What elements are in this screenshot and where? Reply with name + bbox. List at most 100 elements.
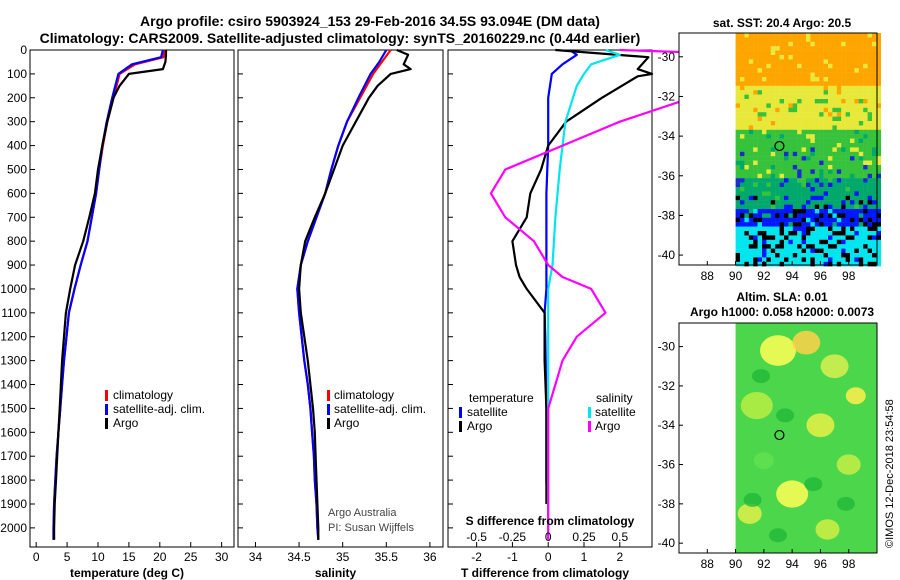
sst_map-cell	[744, 253, 749, 258]
sst_map-cell	[766, 182, 771, 188]
sst_map-cell	[836, 235, 842, 240]
sst_map-cell	[832, 261, 837, 267]
sst_map-cell	[858, 77, 864, 82]
sst_map-cell	[832, 103, 837, 108]
sst_map-cell	[876, 63, 881, 69]
sst_map-cell	[740, 103, 745, 108]
sst_map-cell	[872, 213, 877, 218]
sst_map-cell	[828, 169, 833, 174]
sst_map-cell	[819, 81, 824, 86]
sst_map-cell	[757, 191, 763, 196]
sst_map-cell	[788, 125, 793, 130]
sst_map-cell	[753, 116, 758, 122]
sst_map-cell	[814, 72, 820, 78]
sst_map-cell	[828, 178, 833, 183]
sst_map-cell	[744, 63, 749, 69]
sst_map-cell	[814, 77, 820, 82]
sst_map-cell	[784, 182, 789, 188]
sst_map-cell	[828, 134, 833, 139]
sst_map-cell	[872, 41, 877, 47]
sla_map-ytick-label: -40	[658, 536, 676, 550]
sst_map-cell	[744, 90, 749, 95]
sst_map-cell	[735, 59, 741, 64]
sst_map-cell	[810, 107, 815, 113]
sst_map-cell	[775, 195, 780, 201]
sst_map-cell	[819, 253, 824, 258]
credit-line1: Argo Australia	[328, 507, 397, 519]
sst_map-cell	[823, 46, 829, 51]
sst_map-cell	[748, 81, 754, 86]
sst_map-cell	[876, 143, 881, 148]
sst_map-cell	[801, 160, 807, 166]
sst_map-cell	[762, 178, 767, 183]
sst_map-cell	[867, 94, 873, 100]
sst_map-cell	[806, 151, 811, 157]
sst_map-cell	[850, 90, 855, 95]
sst_map-cell	[841, 72, 846, 78]
sst_map-cell	[792, 191, 798, 196]
sst_map-cell	[858, 94, 864, 100]
sst_map-cell	[836, 50, 842, 56]
sst_map-cell	[876, 182, 881, 188]
sst_map-cell	[801, 187, 807, 192]
sst_map-cell	[832, 244, 837, 249]
sst_map-cell	[810, 138, 815, 144]
sst_map-cell	[770, 244, 776, 249]
sst_map-cell	[806, 253, 811, 258]
sst_map-cell	[784, 138, 789, 144]
sst_map-cell	[735, 178, 741, 183]
sst_map-cell	[744, 46, 749, 51]
sst_map-cell	[801, 90, 807, 95]
sst_map-cell	[766, 134, 771, 139]
sst_map-cell	[876, 253, 881, 258]
sst_map-cell	[757, 187, 763, 192]
sst_map-cell	[828, 257, 833, 262]
sst_map-cell	[762, 37, 767, 42]
sst_map-cell	[867, 50, 873, 56]
sst_map-cell	[814, 253, 820, 258]
sst_map-cell	[797, 94, 802, 100]
sst_map-cell	[735, 160, 741, 166]
sst_map-cell	[748, 173, 754, 179]
sst_map-cell	[748, 209, 754, 214]
sst_map-cell	[784, 209, 789, 214]
sst_map-cell	[757, 231, 763, 236]
sst_map-cell	[792, 261, 798, 267]
sst_map-cell	[810, 178, 815, 183]
sst_map-cell	[810, 94, 815, 100]
sst_map-cell	[810, 209, 815, 214]
sst_map-cell	[735, 116, 741, 122]
sst_map-cell	[841, 103, 846, 108]
sst_map-cell	[867, 217, 873, 223]
sst_map-cell	[854, 134, 859, 139]
sst_map-cell	[762, 59, 767, 64]
sst_map-cell	[779, 200, 785, 205]
sst_map-cell	[748, 121, 754, 126]
sst_map-cell	[775, 129, 780, 135]
sst_map-cell	[832, 173, 837, 179]
sst_map-cell	[797, 138, 802, 144]
sst_map-cell	[872, 90, 877, 95]
sst_map-cell	[832, 169, 837, 174]
sst_map-cell	[841, 112, 846, 117]
sst_map-cell	[841, 129, 846, 135]
sst_map-cell	[872, 138, 877, 144]
sla_map-blob	[792, 330, 821, 355]
sst_map-cell	[832, 191, 837, 196]
sla_map-blob-dark	[743, 492, 762, 507]
sst_map-cell	[863, 165, 868, 170]
sst_map-cell	[801, 165, 807, 170]
sst_map-cell	[854, 235, 859, 240]
sst_map-cell	[841, 244, 846, 249]
sst_map-cell	[806, 94, 811, 100]
sst_map-cell	[863, 138, 868, 144]
sst_map-cell	[753, 226, 758, 232]
sst_map-cell	[779, 261, 785, 267]
sst_map-cell	[735, 257, 741, 262]
sst_map-cell	[876, 46, 881, 51]
sst_map-cell	[858, 169, 864, 174]
sst_map-cell	[806, 248, 811, 254]
sst_map-cell	[740, 200, 745, 205]
sst_map-cell	[806, 143, 811, 148]
temperature-legend-label: Argo	[113, 416, 139, 430]
